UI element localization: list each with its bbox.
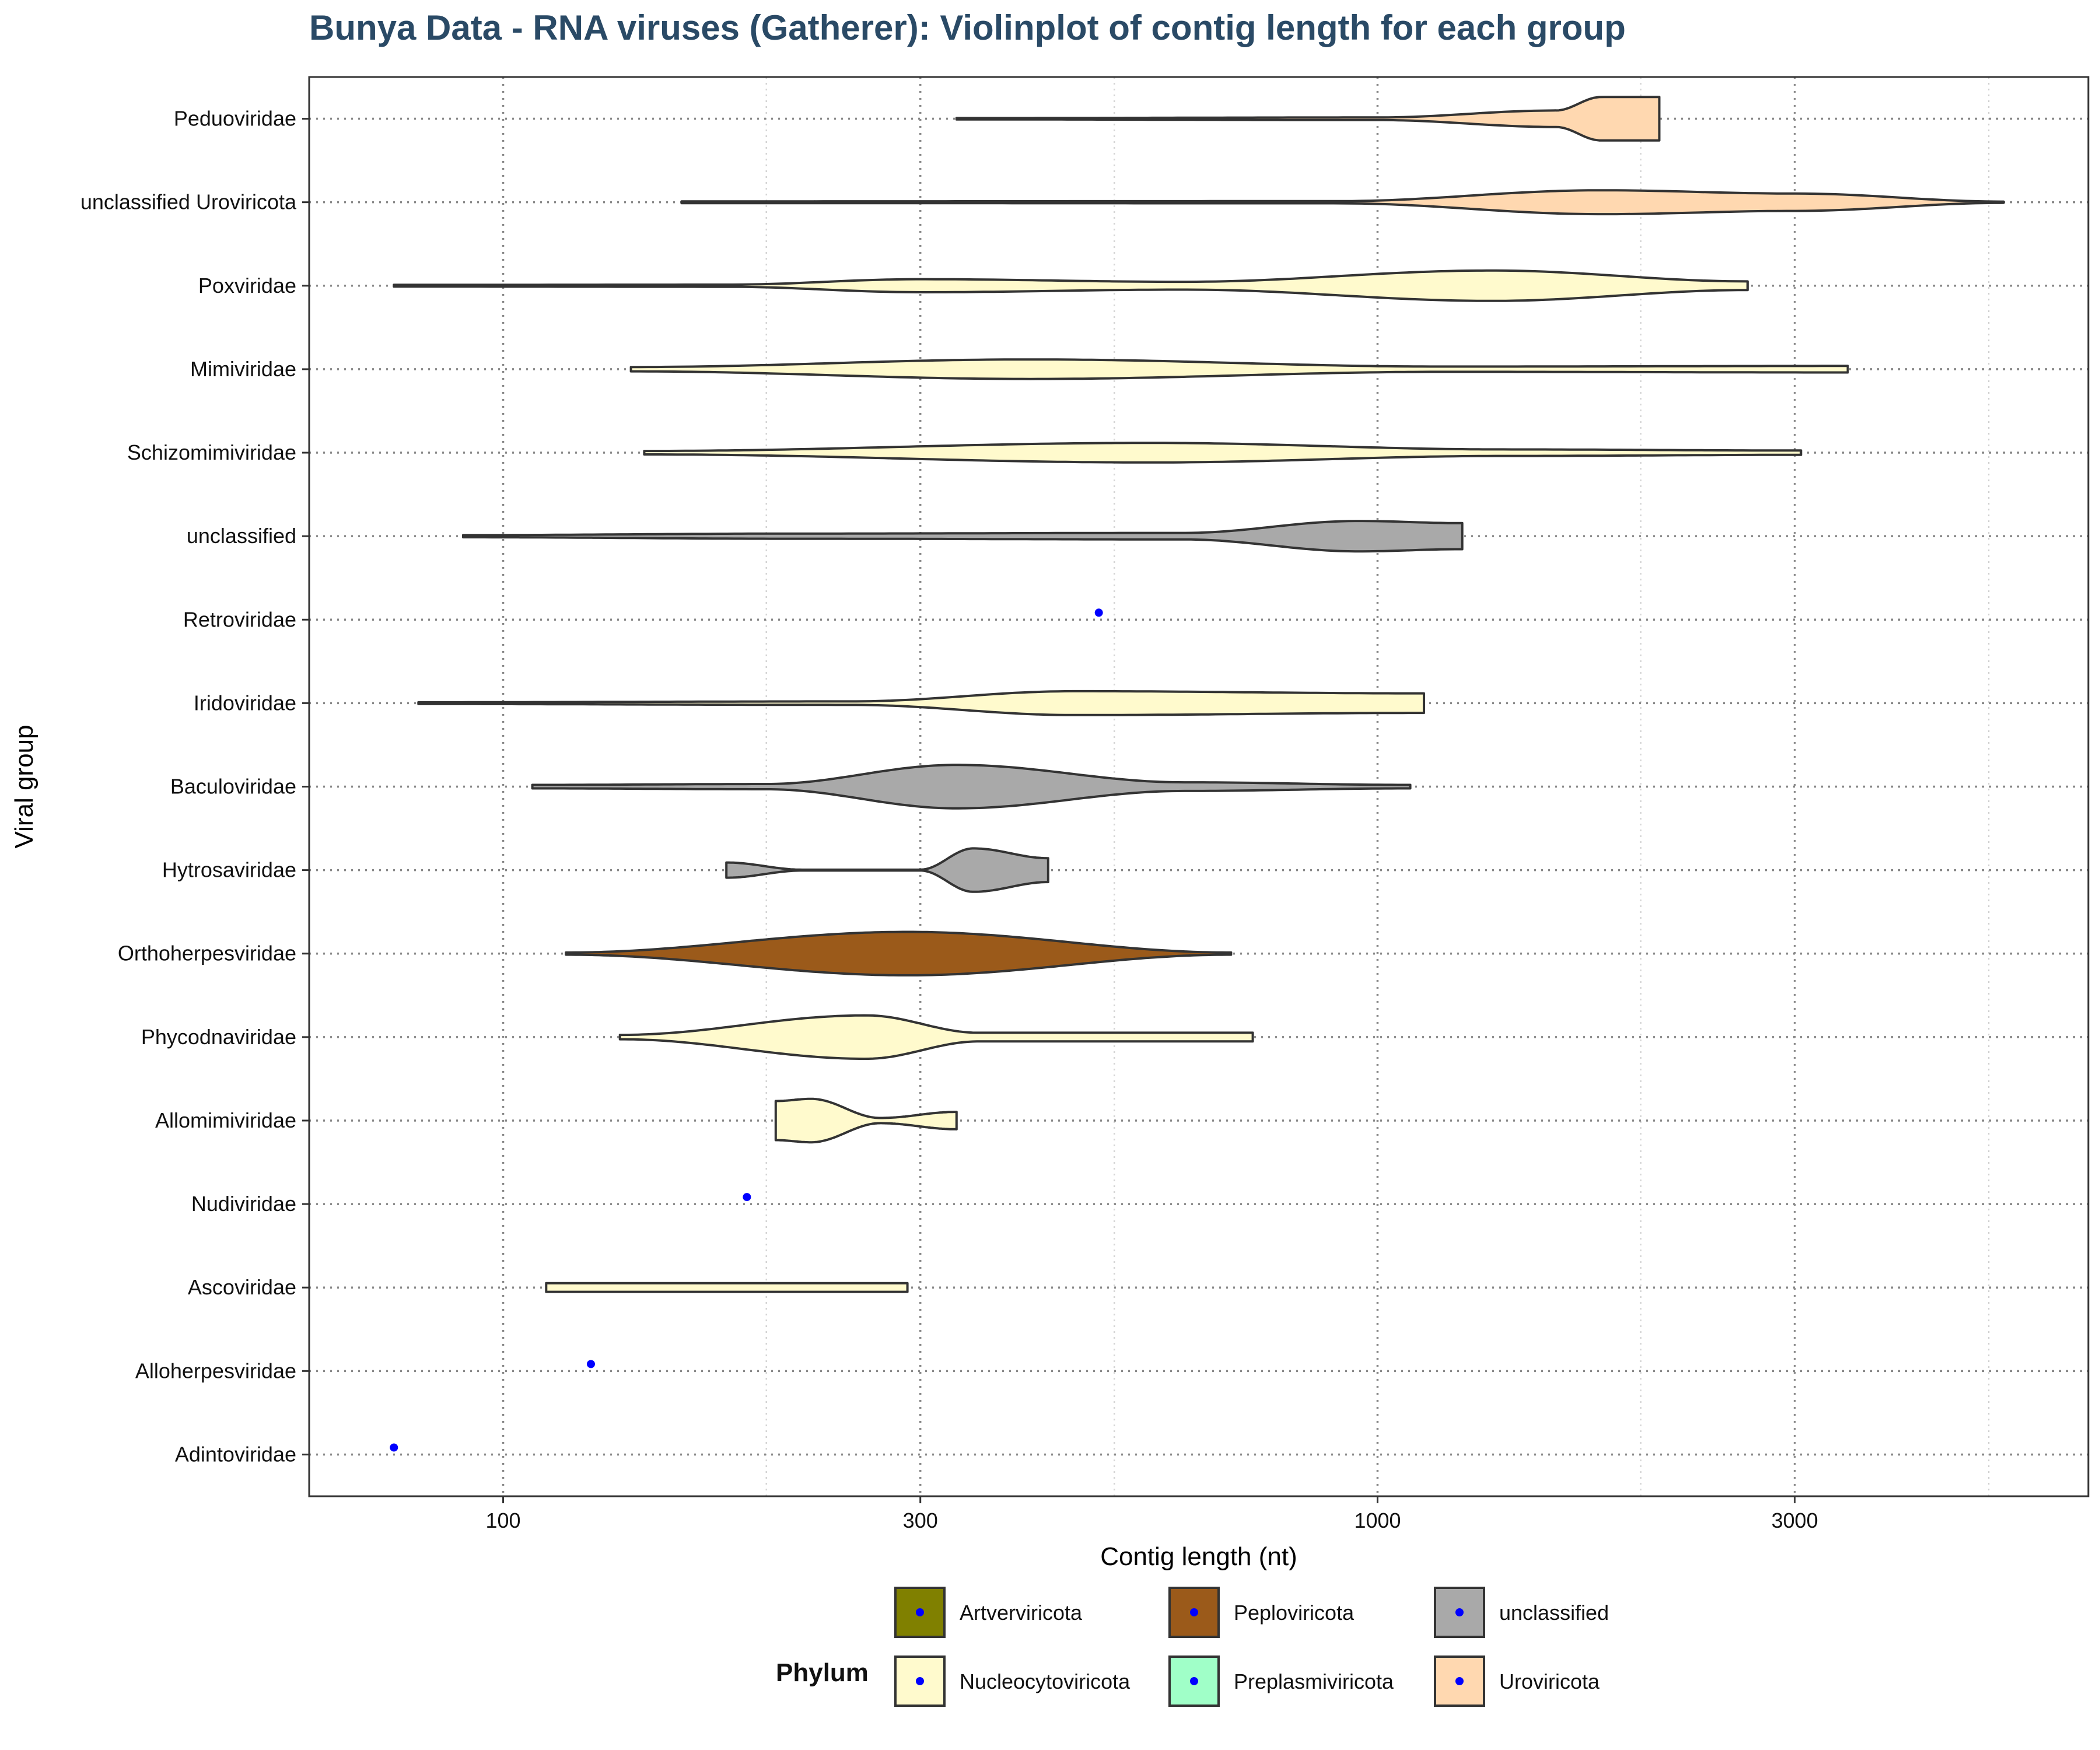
y-tick-label: Allomimiviridae — [155, 1108, 296, 1132]
legend: Phylum Artverviricota Peploviricota unclas… — [776, 1587, 1609, 1707]
legend-label: Artverviricota — [960, 1601, 1083, 1625]
y-axis-title: Viral group — [10, 725, 38, 849]
data-point — [390, 1443, 398, 1452]
legend-label: Uroviricota — [1499, 1670, 1600, 1693]
single-points — [390, 608, 1103, 1452]
violin — [462, 520, 1464, 553]
y-tick-label: unclassified — [187, 524, 296, 548]
y-tick-label: Hytrosaviridae — [162, 858, 296, 882]
violin — [417, 690, 1425, 716]
x-axis-title: Contig length (nt) — [1100, 1542, 1297, 1571]
y-tick-label: Mimiviridae — [190, 357, 296, 381]
legend-swatch-point — [1190, 1608, 1198, 1616]
violin — [618, 1014, 1254, 1060]
violin — [774, 1097, 958, 1144]
y-tick-label: Alloherpesviridae — [135, 1359, 296, 1382]
y-tick-label: Iridoviridae — [194, 691, 296, 715]
legend-label: Nucleocytoviricota — [960, 1670, 1130, 1693]
x-tick-label: 1000 — [1354, 1508, 1401, 1532]
x-tick-label: 100 — [486, 1508, 521, 1532]
y-tick-label: unclassified Uroviricota — [80, 190, 297, 214]
legend-label: Preplasmiviricota — [1234, 1670, 1394, 1693]
y-tick-label: Schizomimiviridae — [127, 440, 296, 464]
violin — [955, 96, 1661, 142]
legend-swatch-point — [916, 1608, 924, 1616]
y-tick-label: Ascoviridae — [188, 1275, 296, 1299]
legend-swatch — [1434, 1656, 1485, 1707]
x-tick-label: 3000 — [1772, 1508, 1818, 1532]
y-tick-label: Adintoviridae — [175, 1442, 296, 1466]
axis-ticks: Peduoviridae unclassified Uroviricota Poxv… — [80, 107, 1818, 1532]
legend-swatch-point — [1455, 1608, 1464, 1616]
data-point — [586, 1360, 595, 1368]
chart-title: Bunya Data - RNA viruses (Gatherer): Vio… — [309, 8, 1626, 47]
data-point — [743, 1193, 751, 1202]
legend-swatch-point — [1455, 1677, 1464, 1685]
x-tick-label: 300 — [903, 1508, 938, 1532]
legend-label: unclassified — [1499, 1601, 1609, 1625]
y-tick-label: Phycodnaviridae — [141, 1025, 296, 1049]
data-point — [1094, 608, 1103, 617]
violin — [643, 442, 1803, 464]
legend-swatch-point — [916, 1677, 924, 1685]
legend-swatch-point — [1190, 1677, 1198, 1685]
violin — [565, 930, 1233, 977]
y-tick-label: Retroviridae — [183, 607, 296, 631]
y-tick-label: Peduoviridae — [174, 107, 296, 131]
violins — [393, 96, 2005, 1293]
y-tick-label: Orthoherpesviridae — [118, 942, 296, 965]
violin — [531, 764, 1412, 810]
y-tick-label: Baculoviridae — [170, 775, 296, 799]
legend-label: Peploviricota — [1234, 1601, 1354, 1625]
violin — [629, 358, 1849, 380]
violin — [393, 269, 1749, 302]
y-tick-label: Poxviridae — [198, 274, 296, 298]
violin — [725, 847, 1049, 893]
y-tick-label: Nudiviridae — [191, 1192, 296, 1216]
legend-title: Phylum — [776, 1658, 869, 1687]
violin — [680, 189, 2005, 216]
violin — [545, 1282, 909, 1293]
